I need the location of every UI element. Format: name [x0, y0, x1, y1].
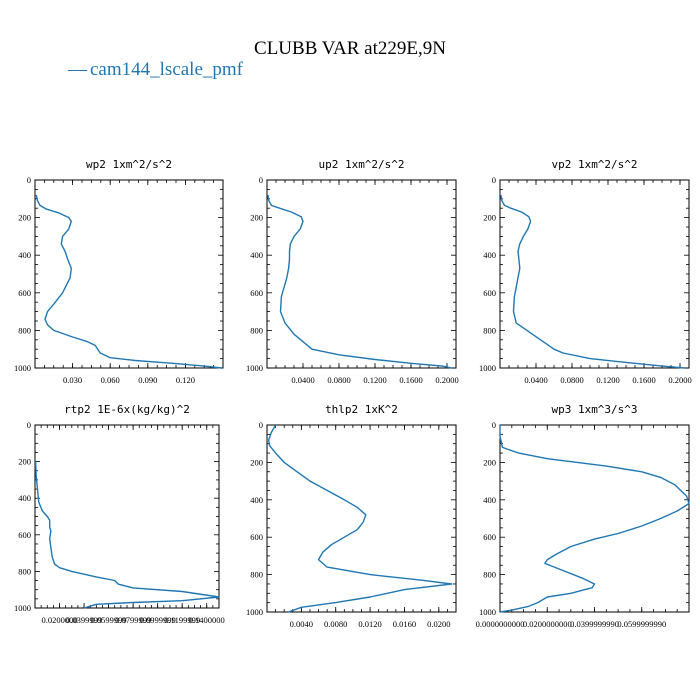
x-tick-label: 0.0800 — [327, 375, 350, 385]
x-tick-label: 0.1400000 — [189, 615, 225, 625]
x-tick-label: 0.2000 — [668, 375, 691, 385]
y-tick-label: 200 — [483, 213, 496, 223]
x-tick-label: 0.0599999990 — [617, 619, 666, 629]
series-line — [34, 461, 220, 609]
x-tick-label: 0.1600 — [632, 375, 655, 385]
y-tick-label: 0 — [259, 175, 263, 185]
series-line — [499, 425, 690, 613]
x-tick-label: 0.0800 — [560, 375, 583, 385]
x-tick-label: 0.0080 — [324, 619, 347, 629]
plot-frame — [34, 424, 220, 609]
y-tick-label: 200 — [18, 457, 31, 467]
x-tick-label: 0.090 — [138, 375, 157, 385]
plot-frame — [266, 179, 457, 369]
x-tick-label: 0.0120 — [358, 619, 381, 629]
x-tick-label: 0.060 — [101, 375, 120, 385]
y-tick-label: 400 — [250, 250, 263, 260]
y-tick-label: 400 — [18, 250, 31, 260]
y-tick-label: 800 — [18, 566, 31, 576]
chart-panel-2: up2 1xm^2/s^2 0 200 400 600 800 1000 0.0400 0.08… — [246, 158, 459, 385]
x-tick-label: 0.0200000 — [41, 615, 77, 625]
panel-title: up2 1xm^2/s^2 — [318, 158, 404, 171]
y-tick-label: 400 — [483, 495, 496, 505]
y-tick-label: 800 — [250, 325, 263, 335]
series-line — [35, 194, 222, 369]
chart-panel-5: thlp2 1xK^2 0 200 400 600 800 1000 0.0040 0.0080… — [246, 403, 457, 629]
x-tick-label: 0.0200000000 — [523, 619, 572, 629]
y-tick-label: 600 — [483, 532, 496, 542]
x-tick-label: 0.0160 — [393, 619, 416, 629]
y-tick-label: 1000 — [246, 363, 263, 373]
legend: — cam144_lscale_pmf — [67, 59, 244, 80]
y-tick-label: 200 — [250, 213, 263, 223]
y-tick-label: 0 — [492, 175, 496, 185]
y-tick-label: 600 — [18, 530, 31, 540]
y-tick-label: 400 — [483, 250, 496, 260]
y-tick-label: 800 — [483, 570, 496, 580]
y-tick-label: 1000 — [14, 363, 31, 373]
y-tick-label: 200 — [18, 213, 31, 223]
legend-label: cam144_lscale_pmf — [90, 59, 244, 80]
panels-group: wp2 1xm^2/s^2 0 200 400 600 800 1000 0.030 0.060… — [14, 158, 692, 629]
x-tick-label: 0.0400 — [291, 375, 314, 385]
plot-frame — [266, 424, 457, 613]
panel-title: rtp2 1E-6x(kg/kg)^2 — [64, 403, 190, 416]
y-tick-label: 0 — [27, 175, 31, 185]
x-tick-label: 0.1600 — [399, 375, 422, 385]
y-tick-label: 200 — [483, 457, 496, 467]
y-tick-label: 800 — [250, 570, 263, 580]
figure-title: CLUBB VAR at229E,9N — [254, 38, 446, 59]
y-tick-label: 400 — [18, 493, 31, 503]
chart-panel-1: wp2 1xm^2/s^2 0 200 400 600 800 1000 0.030 0.060… — [14, 158, 224, 385]
y-tick-label: 200 — [250, 457, 263, 467]
series-line — [268, 424, 453, 613]
panel-title: thlp2 1xK^2 — [325, 403, 398, 416]
y-tick-label: 0 — [27, 420, 31, 430]
y-tick-label: 0 — [259, 420, 263, 430]
series-line — [267, 194, 452, 369]
y-tick-label: 800 — [483, 325, 496, 335]
y-tick-label: 600 — [483, 288, 496, 298]
y-tick-label: 800 — [18, 325, 31, 335]
x-tick-label: 0.1200 — [363, 375, 386, 385]
x-tick-label: 0.0040 — [290, 619, 313, 629]
x-tick-label: 0.2000 — [435, 375, 458, 385]
x-tick-label: 0.1199999 — [164, 615, 200, 625]
y-tick-label: 1000 — [246, 607, 263, 617]
x-tick-label: 0.0399999990 — [570, 619, 619, 629]
series-line — [500, 194, 685, 369]
y-tick-label: 1000 — [479, 607, 496, 617]
x-tick-label: 0.0599999 — [91, 615, 127, 625]
chart-panel-4: rtp2 1E-6x(kg/kg)^2 0 200 400 600 800 1000 0.02… — [14, 403, 225, 625]
plot-frame — [499, 179, 690, 369]
x-tick-label: 0.0799999 — [115, 615, 151, 625]
x-tick-label: 0.0400 — [524, 375, 547, 385]
x-tick-label: 0.0200 — [427, 619, 450, 629]
x-tick-label: 0.1200 — [596, 375, 619, 385]
panel-title: wp2 1xm^2/s^2 — [86, 158, 172, 171]
x-tick-label: 0.0000000000 — [476, 619, 525, 629]
y-tick-label: 1000 — [479, 363, 496, 373]
y-tick-label: 600 — [18, 288, 31, 298]
chart-panel-6: wp3 1xm^3/s^3 0 200 400 600 800 1000 0.00000000… — [476, 403, 690, 629]
x-tick-label: 0.120 — [176, 375, 195, 385]
y-tick-label: 600 — [250, 288, 263, 298]
x-tick-label: 0.0999999 — [140, 615, 176, 625]
x-tick-label: 0.0399999 — [66, 615, 102, 625]
plot-frame — [34, 179, 224, 369]
y-tick-label: 400 — [250, 495, 263, 505]
panel-title: vp2 1xm^2/s^2 — [551, 158, 637, 171]
y-tick-label: 0 — [492, 420, 496, 430]
chart-panel-3: vp2 1xm^2/s^2 0 200 400 600 800 1000 0.0400 0.08… — [479, 158, 692, 385]
x-tick-label: 0.030 — [63, 375, 82, 385]
y-tick-label: 1000 — [14, 603, 31, 613]
legend-marker: — — [67, 59, 88, 80]
panel-title: wp3 1xm^3/s^3 — [551, 403, 637, 416]
y-tick-label: 600 — [250, 532, 263, 542]
